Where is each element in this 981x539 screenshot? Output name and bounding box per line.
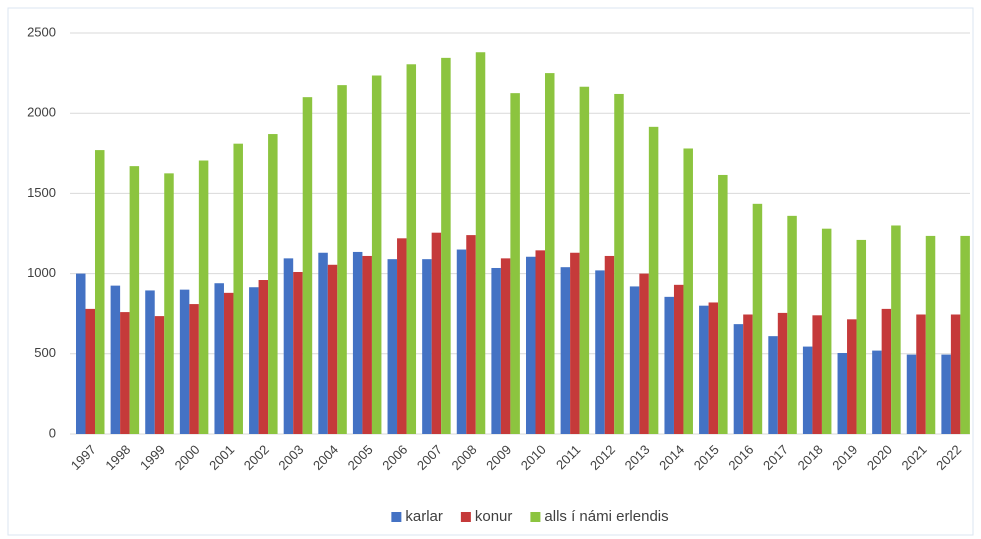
y-tick-label: 500 [34,345,56,360]
bar [872,350,882,434]
bar [179,289,190,434]
bar [318,252,328,434]
bar [856,239,867,434]
bar [570,252,580,434]
bar [614,93,624,435]
bar [560,267,571,434]
bar [406,64,417,434]
bar [743,314,753,434]
bar [387,259,398,434]
bar [456,249,467,434]
bar [812,315,822,434]
bar [422,259,432,434]
bar [491,267,501,434]
bar [129,166,140,434]
bar [579,86,590,434]
y-tick-label: 2500 [27,24,56,39]
bar [293,271,303,434]
bar [941,354,951,434]
bar [545,73,555,434]
bar [787,215,797,434]
bar [837,352,848,434]
bar [233,143,243,434]
bar [214,283,224,434]
bar [249,287,259,434]
y-tick-label: 0 [49,425,56,440]
legend-swatch [391,512,402,522]
bar [881,308,892,434]
bar [268,134,278,434]
bar [648,126,659,435]
bar [189,304,199,434]
bar [466,235,476,434]
bar [960,235,970,434]
bar [673,284,684,434]
bar [283,258,294,434]
bar [535,250,545,434]
bar [120,312,130,434]
bar [362,255,372,434]
bar [664,296,674,434]
bar [925,235,936,434]
y-tick-label: 1500 [27,185,56,200]
legend-label: karlar [405,508,443,525]
bar [500,258,511,434]
bar [371,75,382,435]
bar [223,292,234,434]
bar [708,302,719,434]
bar [352,251,363,434]
bar [950,314,961,434]
legend-swatch [460,512,471,522]
bar [699,305,709,434]
bar [337,85,347,434]
bar [891,225,901,434]
bar [821,228,832,434]
bar [164,173,174,434]
bar [431,232,442,434]
bar [916,314,926,434]
bar [847,319,857,434]
bar [604,255,615,434]
bar [327,264,338,434]
bar [629,286,640,434]
bar [768,336,778,434]
legend-label: alls í námi erlendis [544,508,668,525]
y-tick-label: 1000 [27,265,56,280]
bar [475,52,486,435]
bar [258,280,269,434]
bar [154,316,165,434]
y-tick-label: 2000 [27,105,56,120]
bar [777,312,788,434]
bar [397,238,407,434]
bar [683,148,693,434]
bar [906,354,917,434]
bar [441,57,451,434]
legend-label: konur [475,508,513,525]
bar [718,174,728,435]
bar [733,324,744,434]
bar [110,285,121,434]
bar [639,273,649,434]
bar [85,308,95,434]
bar [526,256,536,434]
bar [145,290,155,434]
bar [76,273,86,434]
bar [95,150,105,435]
legend-swatch [530,512,541,522]
bar [198,160,209,434]
bar [802,346,813,434]
bar [510,93,520,435]
bar [752,203,763,434]
bar [595,270,605,434]
bar [302,97,313,434]
